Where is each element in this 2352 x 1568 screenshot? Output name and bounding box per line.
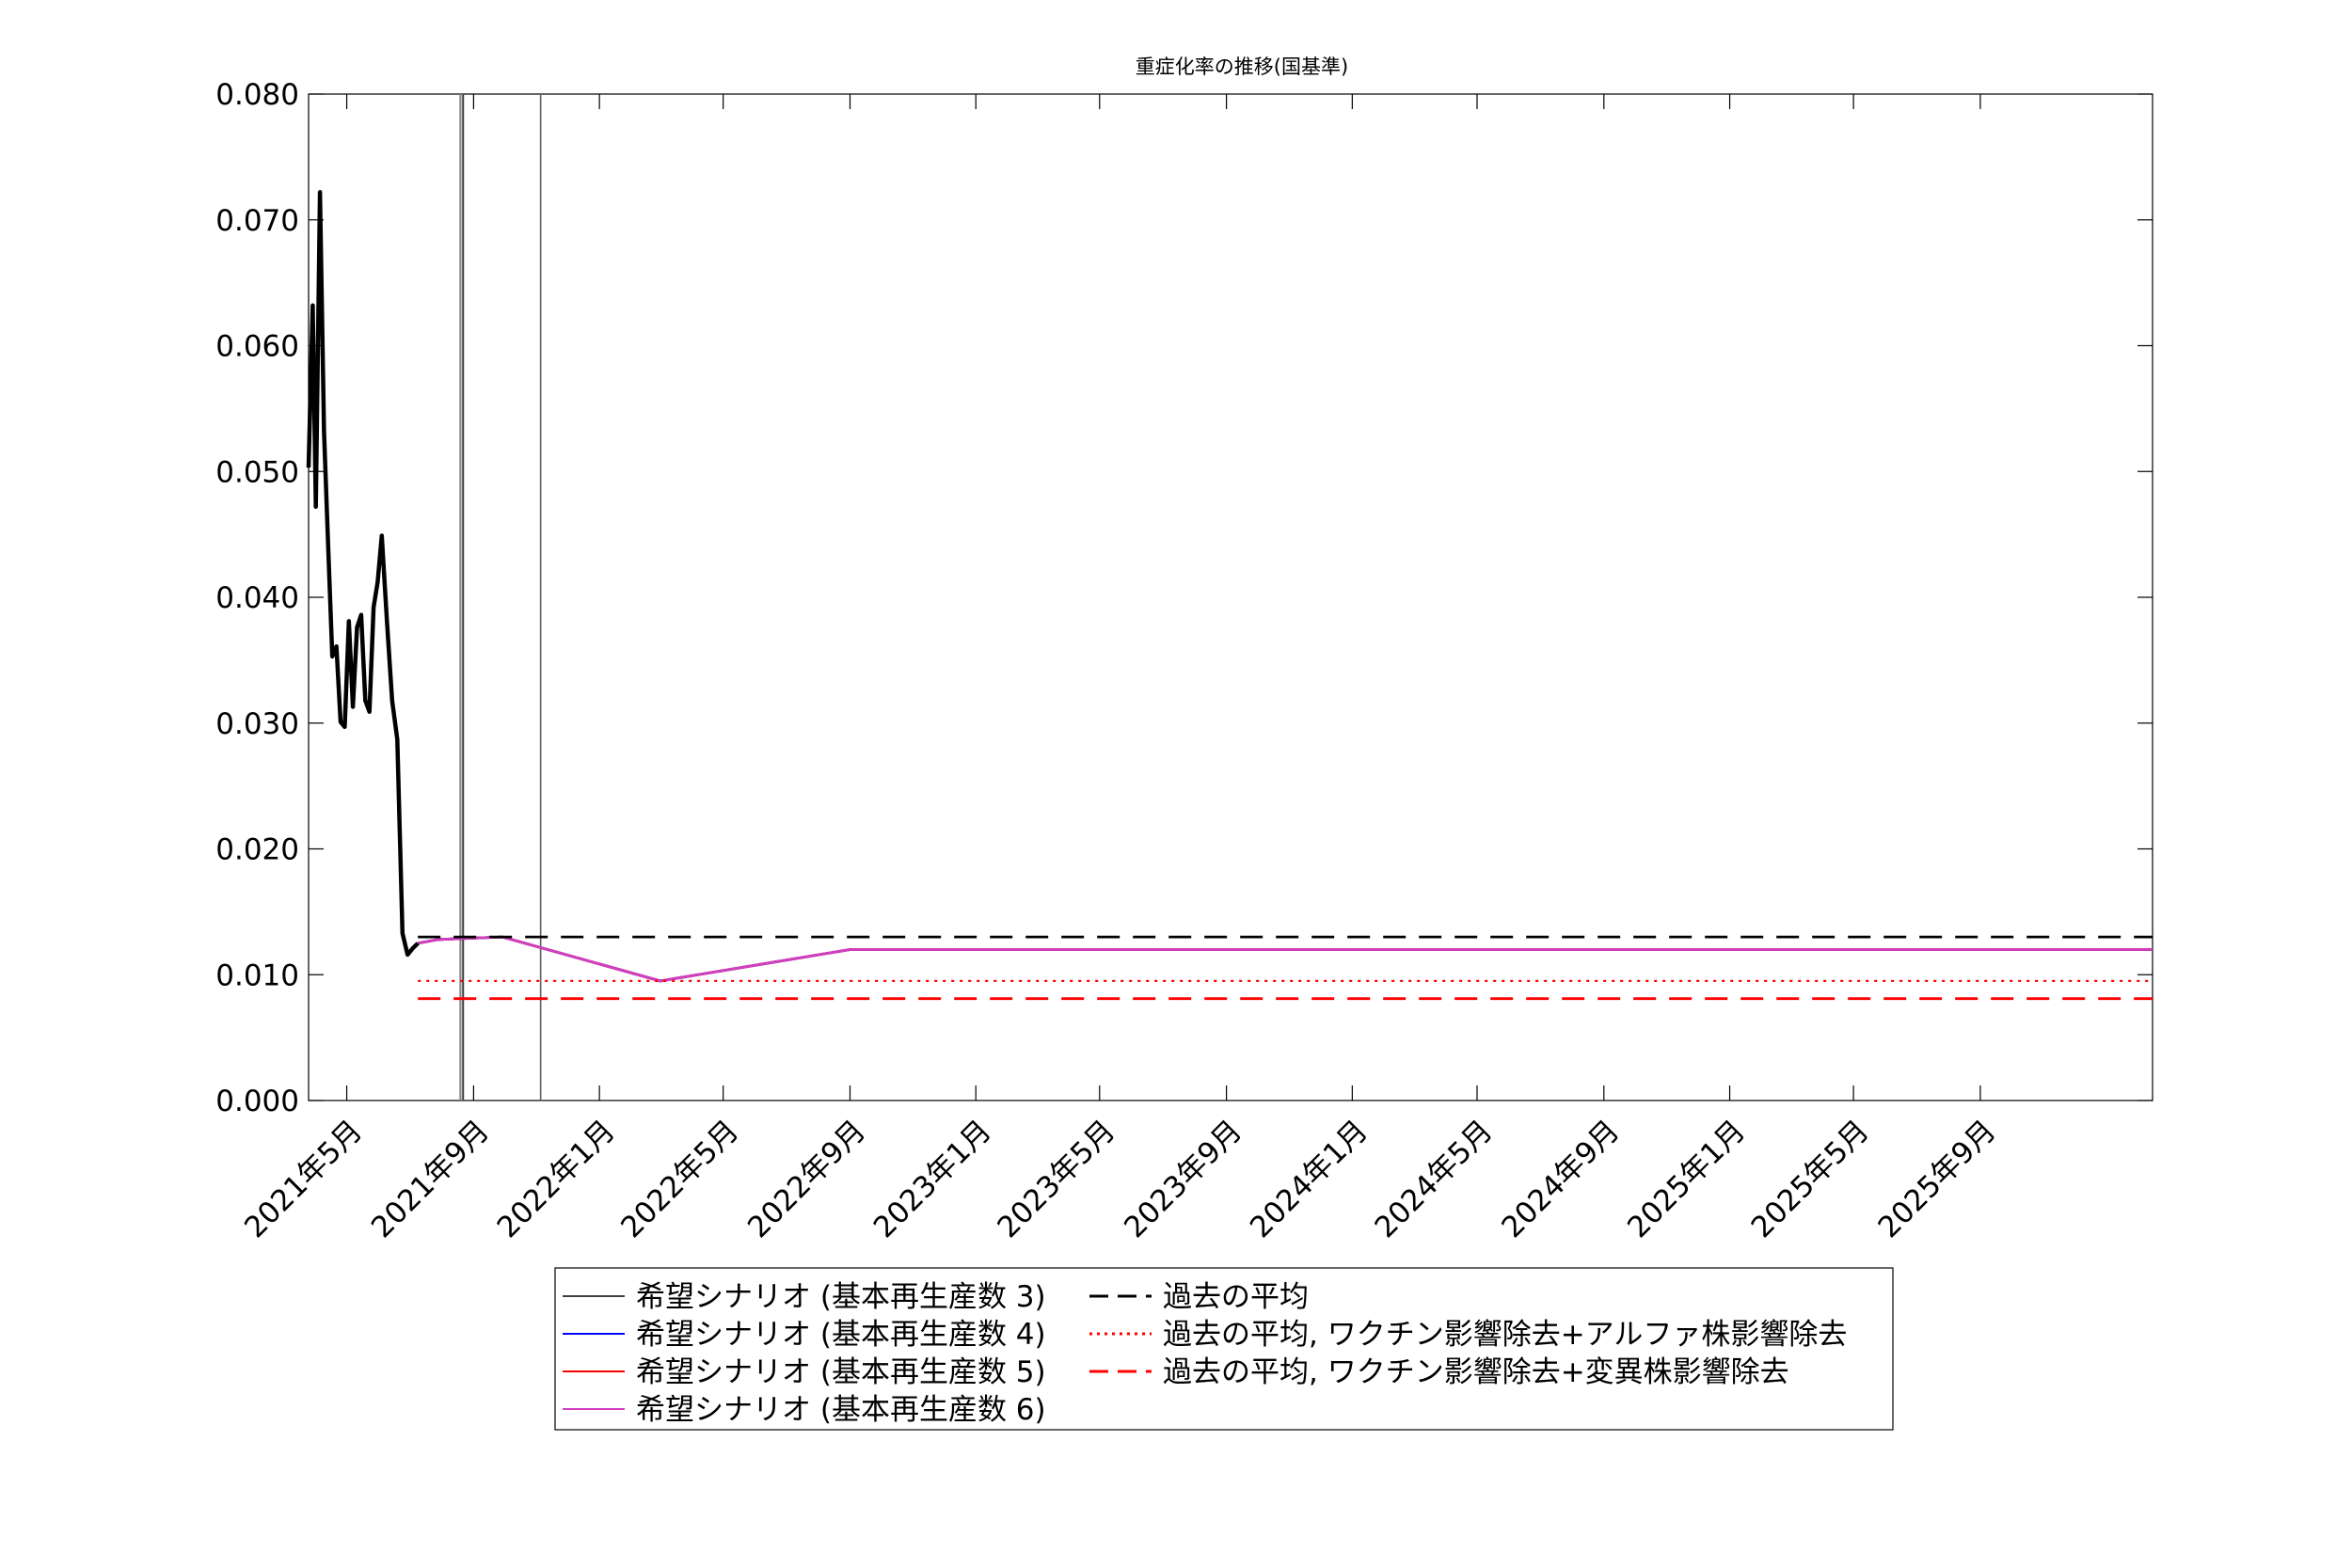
legend-label: 希望シナリオ (基本再生産数 4) <box>636 1318 1046 1352</box>
y-tick-label: 0.050 <box>215 455 299 489</box>
legend: 希望シナリオ (基本再生産数 3)希望シナリオ (基本再生産数 4)希望シナリオ… <box>554 1267 1894 1431</box>
legend-box <box>554 1267 1894 1431</box>
chart-title: 重症化率の推移(国基準) <box>1136 55 1348 78</box>
series-line <box>417 935 2153 983</box>
legend-label: 過去の平均 <box>1163 1280 1309 1314</box>
y-tick-label: 0.070 <box>215 204 299 238</box>
y-tick-label: 0.060 <box>215 330 299 364</box>
y-tick-label: 0.020 <box>215 833 299 867</box>
y-tick-label: 0.000 <box>215 1085 299 1118</box>
y-tick-label: 0.040 <box>215 581 299 615</box>
observed-line <box>306 190 420 958</box>
legend-label: 過去の平均, ワクチン影響除去+アルファ株影響除去 <box>1163 1318 1847 1352</box>
y-tick-label: 0.080 <box>215 78 299 112</box>
legend-label: 過去の平均, ワクチン影響除去+変異株影響除去 <box>1163 1355 1789 1389</box>
y-tick-label: 0.010 <box>215 958 299 992</box>
legend-label: 希望シナリオ (基本再生産数 6) <box>636 1393 1046 1427</box>
y-tick-label: 0.030 <box>215 707 299 741</box>
legend-label: 希望シナリオ (基本再生産数 3) <box>636 1280 1046 1314</box>
legend-label: 希望シナリオ (基本再生産数 5) <box>636 1355 1046 1389</box>
